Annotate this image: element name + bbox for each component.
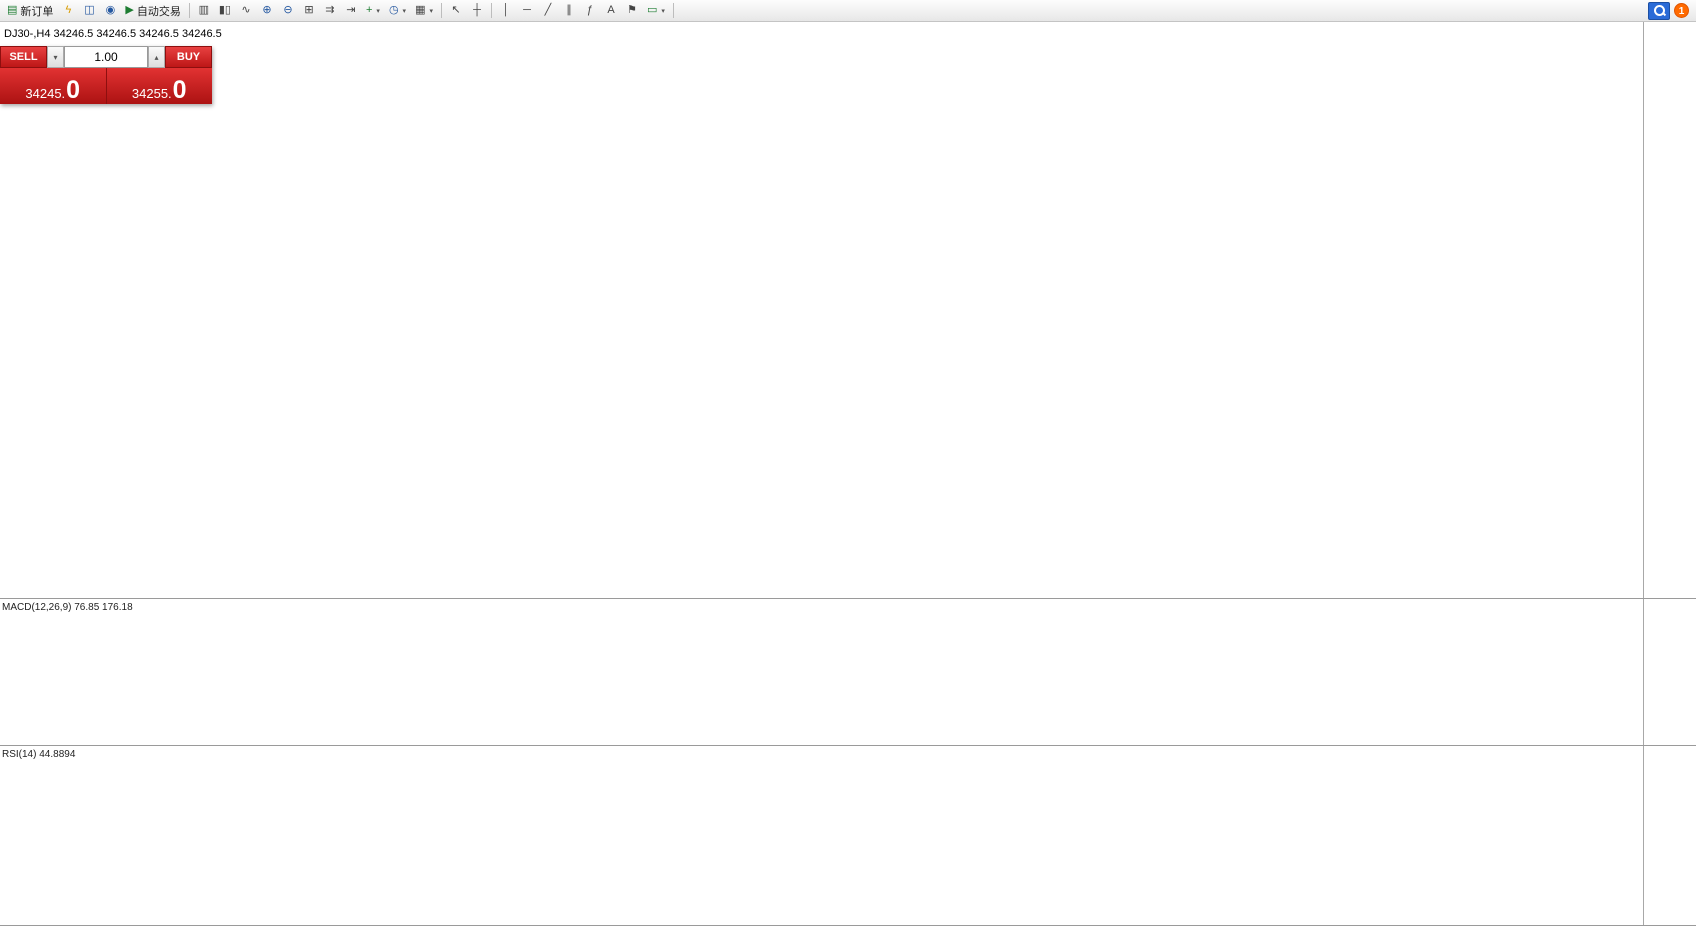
data-window-button[interactable]: ◫ — [79, 2, 99, 20]
channel-button[interactable]: ∥ — [559, 2, 579, 20]
main-toolbar: ▤ 新订单 ϟ ◫ ◉ ▶ 自动交易 ▥ ▮▯ ∿ ⊕ ⊖ ⊞ ⇉ ⇥ + ▾ ◷… — [0, 0, 1696, 22]
vertical-line-button[interactable]: │ — [496, 2, 516, 20]
rsi-panel: RSI(14) 44.8894 — [0, 745, 1696, 926]
rsi-label: RSI(14) 44.8894 — [2, 749, 76, 760]
macd-canvas[interactable] — [0, 599, 1643, 746]
search-icon — [1653, 4, 1666, 17]
autotrade-play-icon: ▶ — [125, 4, 134, 16]
chart-bars-button[interactable]: ▥ — [194, 2, 214, 20]
zoom-out-icon: ⊖ — [283, 4, 293, 16]
periods-button[interactable]: ◷ ▾ — [385, 2, 410, 20]
candlestick-icon: ▮▯ — [218, 4, 231, 16]
dropdown-arrow-icon: ▾ — [661, 7, 665, 15]
chart-shift-button[interactable]: ⇥ — [341, 2, 361, 20]
auto-scroll-icon: ⇉ — [325, 4, 335, 16]
navigator-icon: ◉ — [105, 4, 116, 16]
price-chart-canvas[interactable] — [0, 22, 1643, 598]
tile-windows-button[interactable]: ⊞ — [299, 2, 319, 20]
dropdown-arrow-icon: ▾ — [402, 7, 407, 15]
chart-candles-button[interactable]: ▮▯ — [215, 2, 235, 20]
bar-chart-icon: ▥ — [198, 4, 210, 16]
crosshair-icon: ┼ — [473, 4, 481, 16]
navigator-button[interactable]: ◉ — [100, 2, 120, 20]
dropdown-arrow-icon: ▾ — [376, 7, 380, 15]
crosshair-button[interactable]: ┼ — [467, 2, 487, 20]
sell-price[interactable]: 34245. 0 — [25, 75, 81, 104]
toolbar-separator — [188, 3, 190, 18]
volume-decrease-button[interactable]: ▾ — [47, 46, 64, 68]
macd-panel: MACD(12,26,9) 76.85 176.18 — [0, 598, 1696, 746]
tile-windows-icon: ⊞ — [304, 4, 314, 16]
rsi-canvas[interactable] — [0, 746, 1643, 926]
zoom-out-button[interactable]: ⊖ — [278, 2, 298, 20]
template-icon: ▦ — [415, 4, 426, 16]
spinner-up-icon: ▴ — [154, 52, 159, 62]
channel-icon: ∥ — [566, 4, 572, 16]
horizontal-line-icon: ─ — [523, 4, 531, 16]
data-window-icon: ◫ — [84, 4, 95, 16]
toolbar-separator — [672, 3, 674, 18]
sell-button[interactable]: SELL — [0, 46, 47, 68]
chart-line-button[interactable]: ∿ — [236, 2, 256, 20]
new-order-label: 新订单 — [20, 5, 54, 18]
time-axis[interactable] — [0, 925, 1696, 944]
toolbar-separator — [490, 3, 492, 18]
new-order-button[interactable]: ▤ 新订单 — [3, 2, 57, 20]
one-click-trade-panel: SELL ▾ ▴ BUY 34245.0 34255.0 — [0, 46, 212, 104]
search-button[interactable] — [1648, 1, 1670, 20]
cursor-icon: ↖ — [451, 4, 461, 16]
auto-scroll-button[interactable]: ⇉ — [320, 2, 340, 20]
trade-panel-divider — [105, 68, 107, 104]
buy-price[interactable]: 34255. 0 — [131, 75, 187, 104]
shapes-button[interactable]: ▭ ▾ — [643, 2, 669, 20]
market-watch-button[interactable]: ϟ — [58, 2, 78, 20]
autotrade-button[interactable]: ▶ 自动交易 — [121, 2, 184, 20]
dropdown-arrow-icon: ▾ — [429, 7, 433, 15]
spinner-down-icon: ▾ — [53, 52, 58, 62]
chart-shift-icon: ⇥ — [346, 4, 356, 16]
chart-title: DJ30-,H4 34246.5 34246.5 34246.5 34246.5 — [4, 28, 222, 40]
market-watch-icon: ϟ — [65, 4, 72, 16]
price-axis[interactable] — [1643, 22, 1696, 598]
price-chart-panel: DJ30-,H4 34246.5 34246.5 34246.5 34246.5… — [0, 22, 1696, 598]
volume-increase-button[interactable]: ▴ — [148, 46, 165, 68]
trade-panel-controls: SELL ▾ ▴ BUY — [0, 46, 212, 68]
autotrade-label: 自动交易 — [136, 5, 181, 18]
volume-input[interactable] — [64, 46, 148, 68]
toolbar-separator — [440, 3, 442, 18]
line-chart-icon: ∿ — [241, 4, 251, 16]
fibonacci-icon: ƒ — [586, 4, 594, 16]
trendline-icon: ╱ — [544, 4, 552, 16]
zoom-in-icon: ⊕ — [262, 4, 272, 16]
indicators-button[interactable]: + ▾ — [362, 2, 384, 20]
rsi-axis[interactable] — [1643, 746, 1696, 925]
label-tool-button[interactable]: ⚑ — [622, 2, 642, 20]
shapes-icon: ▭ — [646, 4, 658, 16]
horizontal-line-button[interactable]: ─ — [517, 2, 537, 20]
cursor-button[interactable]: ↖ — [446, 2, 466, 20]
vertical-line-icon: │ — [502, 4, 510, 16]
zoom-in-button[interactable]: ⊕ — [257, 2, 277, 20]
trade-panel-prices: 34245. 0 34255. 0 — [0, 68, 212, 104]
buy-button[interactable]: BUY — [165, 46, 212, 68]
new-order-icon: ▤ — [7, 4, 18, 16]
templates-button[interactable]: ▦ ▾ — [411, 2, 437, 20]
macd-axis[interactable] — [1643, 599, 1696, 745]
fibonacci-button[interactable]: ƒ — [580, 2, 600, 20]
chart-overlay: DJ30-,H4 34246.5 34246.5 34246.5 34246.5… — [0, 22, 1643, 598]
macd-label: MACD(12,26,9) 76.85 176.18 — [2, 602, 133, 613]
text-tool-button[interactable]: A — [601, 2, 621, 20]
clock-icon: ◷ — [388, 4, 399, 16]
trendline-button[interactable]: ╱ — [538, 2, 558, 20]
notification-badge[interactable]: 1 — [1674, 3, 1689, 18]
indicators-plus-icon: + — [365, 4, 373, 16]
label-flag-icon: ⚑ — [627, 4, 637, 16]
text-tool-icon: A — [607, 4, 615, 16]
